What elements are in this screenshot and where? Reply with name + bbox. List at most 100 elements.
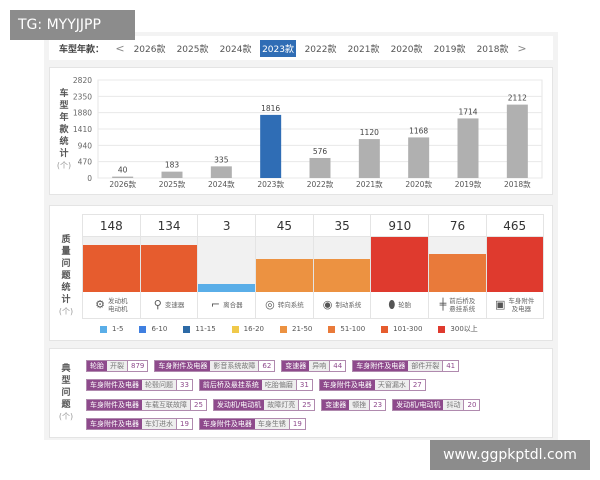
chart-ylabel: 车型年款统计 (个) [56,88,72,172]
year-tab[interactable]: 2021款 [347,44,380,55]
issue-tag[interactable]: 发动机/电动机 抖动 20 [392,398,481,411]
issue-category: 车身附件及电器 [319,380,375,391]
quality-category[interactable]: 148 ⚙ 发动机 电动机 [82,214,140,319]
bar-track [371,237,429,292]
vehicle-stats-panel: 车型年款： < 2026款 2025款 2024款 2023款 2022款 2021款 20… [44,32,558,440]
legend-swatch [139,325,147,333]
issue-tag[interactable]: 前后桥及悬挂系统 吃胎偏磨 31 [198,379,313,392]
year-selector-label: 车型年款： [59,44,105,55]
x-tick-label: 2021款 [356,179,383,189]
issue-count: 25 [190,399,206,410]
category-label-cell: ▣ 车身附件 及电器 [486,292,543,319]
bar [506,104,528,178]
legend-swatch [183,325,191,333]
year-tab[interactable]: 2024款 [219,44,252,55]
next-year-button[interactable]: > [517,41,527,55]
legend-item: 101-300 [381,324,422,334]
year-tab[interactable]: 2022款 [304,44,337,55]
category-name: 前后桥及 悬挂系统 [449,297,476,313]
issue-tag[interactable]: 车身附件及电器 部件开裂 41 [352,359,460,372]
bar [210,166,232,178]
chart-ylabel-unit: (个) [56,161,72,170]
category-label-cell: ╪ 前后桥及 悬挂系统 [429,292,486,319]
year-tab[interactable]: 2025款 [176,44,209,55]
prev-year-button[interactable]: < [115,41,125,55]
issue-name: 轮毂问题 [142,380,176,391]
legend-label: 1-5 [112,325,124,333]
year-tab[interactable]: 2020款 [390,44,423,55]
typical-label-unit: (个) [58,412,74,421]
watermark: www.ggpkptdl.com [430,440,590,470]
engine-icon: ⚙ [95,298,106,311]
issue-count: 20 [463,399,480,410]
legend-item: 1-5 [100,324,123,334]
y-tick-label: 2820 [73,76,92,85]
issue-tag[interactable]: 车身附件及电器 车身生锈 19 [198,418,306,431]
x-tick-label: 2023款 [257,179,284,189]
issue-tag[interactable]: 变速器 顿挫 23 [321,398,387,411]
bar-value-label: 1168 [409,126,428,135]
quality-category[interactable]: 465 ▣ 车身附件 及电器 [485,214,544,319]
issue-count: 465 [486,214,543,237]
year-chart-panel: 车型年款统计 (个) 0 470 940 1410 1880 2350 2820 40 2026款… [49,67,553,195]
issue-count: 134 [140,214,198,237]
y-tick-label: 1880 [73,109,92,118]
issue-category: 车身附件及电器 [155,360,211,371]
quality-category[interactable]: 45 ◎ 转向系统 [255,214,313,319]
typical-issues-panel: 典型问题 (个) 轮胎 开裂 879 车身附件及电器 影音系统故障 62 变速器 异响 44 车身附… [49,348,553,438]
issue-count: 76 [429,214,486,237]
legend-label: 21-50 [292,325,313,333]
category-name: 轮胎 [398,301,412,309]
quality-category[interactable]: 134 ⚲ 变速器 [139,214,198,319]
issue-tag[interactable]: 车身附件及电器 车灯进水 19 [86,418,193,431]
year-tab[interactable]: 2019款 [433,44,466,55]
bar [309,157,331,178]
issue-name: 车载互联故障 [142,399,190,410]
legend-item: 51-100 [328,324,365,334]
issue-name: 顿挫 [349,399,370,410]
quality-bar [313,259,371,292]
bar-track [256,237,313,292]
bar-value-label: 183 [165,161,180,170]
x-tick-label: 2025款 [159,179,186,189]
issue-tag[interactable]: 车身附件及电器 车载互联故障 25 [86,398,207,411]
year-selector: 车型年款： < 2026款 2025款 2024款 2023款 2022款 2021款 20… [49,36,553,60]
quality-legend: 1-5 6-10 11-15 16-20 21-50 51-100 101-300 300以上 [100,324,494,334]
issue-count: 25 [298,399,315,410]
legend-item: 16-20 [231,324,264,334]
legend-swatch [280,325,288,333]
issue-tag[interactable]: 发动机/电动机 故障灯亮 25 [212,398,316,411]
year-tab[interactable]: 2023款 [260,39,297,57]
legend-swatch [100,325,107,333]
issue-tag[interactable]: 变速器 异响 44 [281,359,347,372]
quality-category[interactable]: 910 ⬮ 轮胎 [370,214,429,319]
x-tick-label: 2026款 [109,179,136,189]
issue-count: 879 [127,360,148,371]
quality-category[interactable]: 3 ⌐ 离合器 [197,214,256,319]
issue-tag[interactable]: 车身附件及电器 影音系统故障 62 [154,359,276,372]
year-tabs: 2026款 2025款 2024款 2023款 2022款 2021款 2020款 2019款… [128,39,514,57]
legend-swatch [231,325,239,333]
year-tab[interactable]: 2018款 [476,44,509,55]
bar-value-label: 1714 [458,107,477,116]
quality-category[interactable]: 76 ╪ 前后桥及 悬挂系统 [428,214,486,319]
legend-swatch [438,325,446,333]
quality-category[interactable]: 35 ◉ 制动系统 [312,214,371,319]
issue-tag[interactable]: 轮胎 开裂 879 [86,359,149,372]
issue-tag[interactable]: 车身附件及电器 轮毂问题 33 [86,379,193,392]
issue-name: 开裂 [107,360,127,371]
legend-label: 6-10 [151,325,168,333]
legend-item: 11-15 [183,324,216,334]
issue-tag[interactable]: 车身附件及电器 天窗漏水 27 [318,379,426,392]
year-tab[interactable]: 2026款 [133,44,166,55]
category-name: 车身附件 及电器 [508,297,535,313]
issue-category: 前后桥及悬挂系统 [199,380,262,391]
issue-count: 44 [329,360,346,371]
issue-category: 发动机/电动机 [393,399,444,410]
category-label-cell: ◉ 制动系统 [313,292,371,319]
y-tick-label: 1410 [73,125,92,134]
issue-name: 吃胎偏磨 [261,380,296,391]
category-name: 制动系统 [335,301,362,309]
category-name: 转向系统 [277,301,304,309]
category-name: 离合器 [223,301,243,309]
